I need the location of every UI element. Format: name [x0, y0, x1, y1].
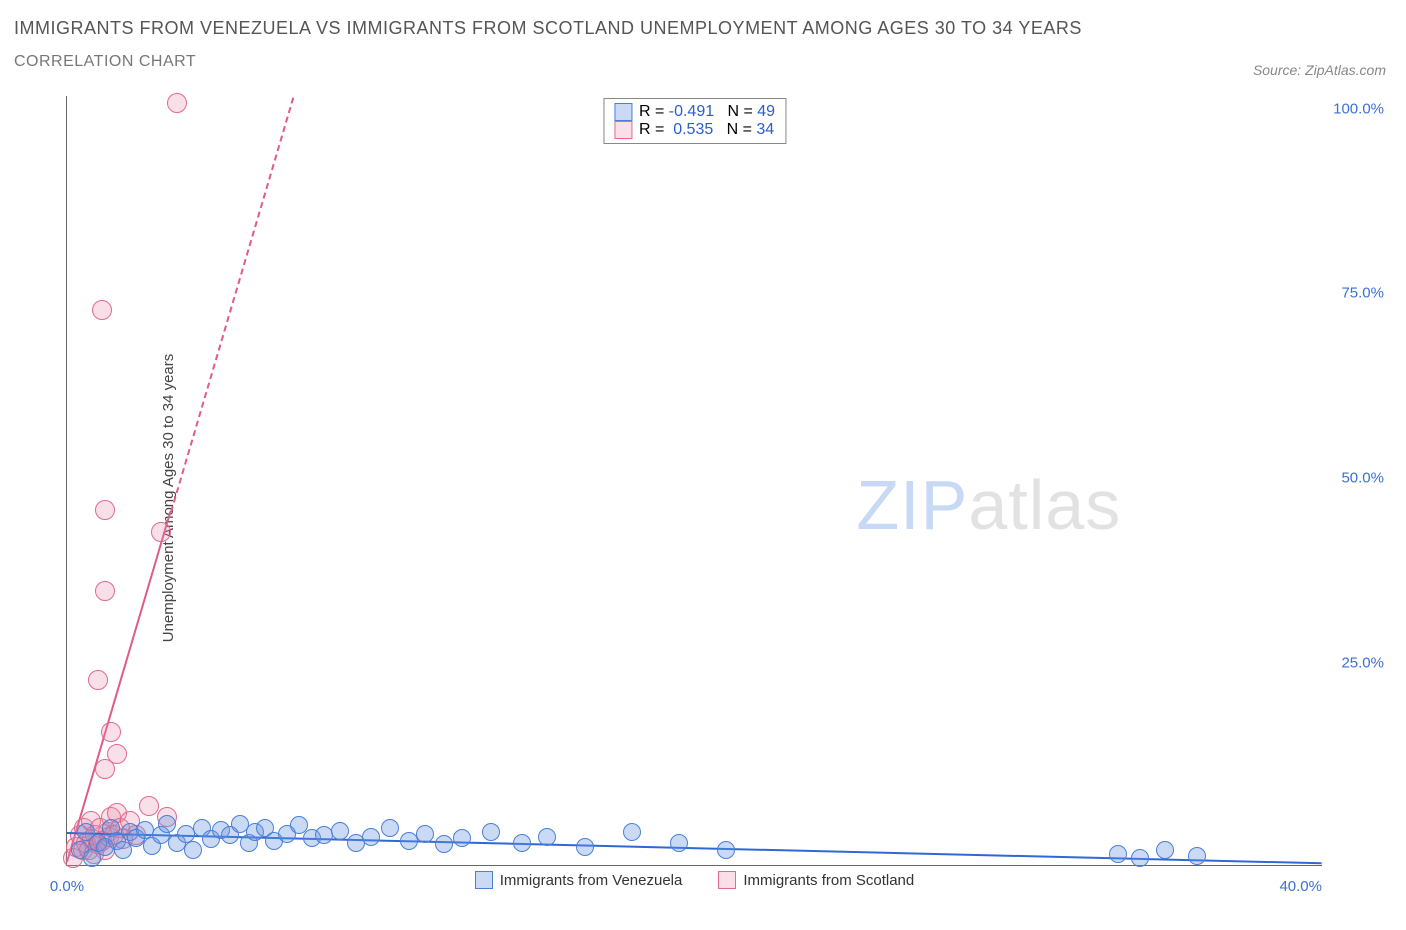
r-label: R = — [639, 121, 669, 139]
legend-item: Immigrants from Venezuela — [475, 871, 683, 889]
r-value: -0.491 — [669, 103, 714, 121]
page-title: IMMIGRANTS FROM VENEZUELA VS IMMIGRANTS … — [14, 18, 1082, 39]
legend-label: Immigrants from Scotland — [743, 872, 914, 889]
legend-swatch — [614, 121, 632, 139]
r-label: R = — [639, 103, 669, 121]
x-tick-label: 0.0% — [50, 878, 84, 895]
x-tick-label: 40.0% — [1279, 878, 1322, 895]
venezuela-point — [435, 835, 453, 853]
watermark-atlas: atlas — [968, 466, 1121, 544]
n-value: 49 — [757, 103, 775, 121]
watermark: ZIPatlas — [856, 465, 1121, 545]
venezuela-point — [1156, 841, 1174, 859]
venezuela-point — [513, 834, 531, 852]
venezuela-point — [416, 825, 434, 843]
scotland-point — [92, 300, 112, 320]
r-value: 0.535 — [669, 121, 713, 139]
venezuela-point — [184, 841, 202, 859]
venezuela-point — [158, 815, 176, 833]
venezuela-point — [453, 829, 471, 847]
venezuela-point — [482, 823, 500, 841]
n-label: N = — [714, 103, 757, 121]
scatter-plot: ZIPatlas R = -0.491 N = 49R = 0.535 N = … — [66, 96, 1322, 866]
y-tick-label: 100.0% — [1333, 100, 1384, 117]
scotland-point — [101, 722, 121, 742]
watermark-zip: ZIP — [856, 466, 968, 544]
scotland-point — [167, 93, 187, 113]
venezuela-point — [576, 838, 594, 856]
scotland-point — [88, 670, 108, 690]
y-tick-label: 50.0% — [1341, 470, 1384, 487]
scotland-point — [95, 500, 115, 520]
venezuela-point — [381, 819, 399, 837]
y-tick-label: 75.0% — [1341, 285, 1384, 302]
series-legend: Immigrants from Venezuela Immigrants from… — [67, 871, 1322, 893]
scotland-point — [95, 581, 115, 601]
page-subtitle: CORRELATION CHART — [14, 53, 1082, 71]
stats-legend: R = -0.491 N = 49R = 0.535 N = 34 — [603, 98, 786, 144]
venezuela-point — [1131, 849, 1149, 867]
legend-item: Immigrants from Scotland — [718, 871, 914, 889]
venezuela-point — [623, 823, 641, 841]
stats-legend-row: R = -0.491 N = 49 — [614, 103, 775, 121]
legend-label: Immigrants from Venezuela — [500, 872, 683, 889]
venezuela-point — [331, 822, 349, 840]
n-value: 34 — [756, 121, 774, 139]
y-tick-label: 25.0% — [1341, 655, 1384, 672]
legend-swatch — [614, 103, 632, 121]
scotland-point — [107, 744, 127, 764]
legend-swatch — [718, 871, 736, 889]
source-label: Source: ZipAtlas.com — [1253, 62, 1386, 78]
venezuela-point — [717, 841, 735, 859]
scotland-point — [151, 522, 171, 542]
chart-area: Unemployment Among Ages 30 to 34 years Z… — [14, 96, 1392, 900]
venezuela-point — [538, 828, 556, 846]
scotland-trend-line — [170, 97, 294, 512]
stats-legend-row: R = 0.535 N = 34 — [614, 121, 775, 139]
venezuela-point — [1109, 845, 1127, 863]
legend-swatch — [475, 871, 493, 889]
venezuela-point — [670, 834, 688, 852]
n-label: N = — [713, 121, 756, 139]
scotland-point — [139, 796, 159, 816]
venezuela-point — [362, 828, 380, 846]
venezuela-point — [1188, 847, 1206, 865]
